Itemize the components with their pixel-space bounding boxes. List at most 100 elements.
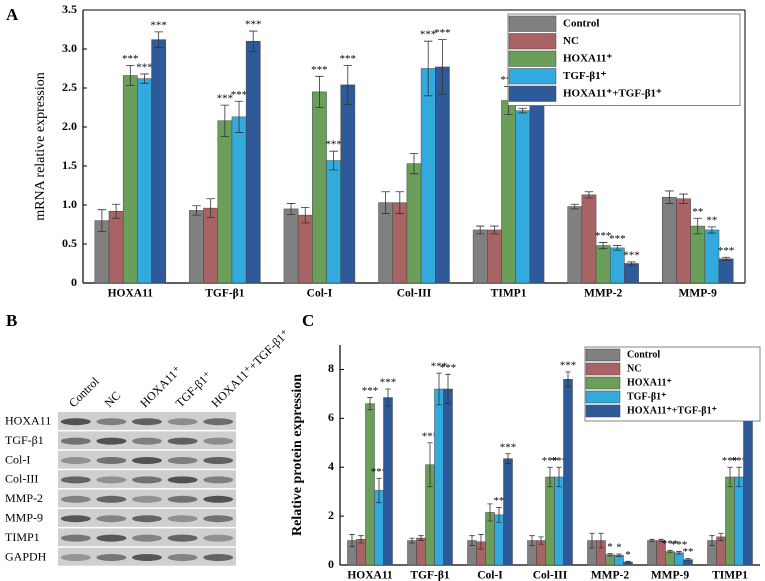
legend-label: HOXA11⁺ (563, 52, 612, 64)
error-bar (248, 30, 258, 52)
bar (665, 551, 675, 566)
legend-swatch (585, 348, 621, 362)
protein-label: Col-III (5, 472, 38, 486)
blot-band (60, 515, 91, 523)
significance-label: *** (217, 93, 234, 105)
error-bar (423, 40, 433, 97)
bar (122, 75, 138, 284)
y-tick-label: 0 (328, 557, 334, 571)
error-bar (538, 536, 544, 545)
significance-label: ** (683, 546, 694, 558)
significance-label: *** (440, 362, 457, 374)
significance-label: *** (542, 455, 559, 467)
bar (189, 210, 204, 284)
blot-band (132, 418, 162, 426)
blot-band (203, 554, 234, 561)
bar (407, 540, 417, 566)
legend-swatch (585, 362, 621, 376)
legend-swatch (585, 376, 621, 390)
y-tick-label: 3.0 (62, 41, 77, 55)
y-tick-label: 4 (328, 459, 334, 473)
error-bar (367, 397, 373, 411)
error-bar (707, 226, 717, 234)
x-tick-label: TIMP1 (491, 288, 527, 300)
error-bar (445, 373, 451, 405)
blot-band (132, 515, 162, 523)
significance-label: *** (434, 27, 451, 39)
error-bar (667, 549, 673, 554)
legend-label: HOXA11⁺+TGF-β1⁺ (627, 405, 717, 416)
significance-label: *** (136, 61, 153, 73)
error-bar (547, 466, 553, 488)
error-bar (518, 107, 528, 114)
bar (108, 210, 124, 284)
error-bar (505, 453, 511, 464)
protein-label: TGF-β1 (5, 433, 44, 447)
bar (690, 225, 706, 284)
lane-label: NC (102, 388, 124, 410)
error-bar (343, 64, 353, 105)
bar (420, 68, 436, 284)
error-bar (496, 507, 502, 523)
bar (217, 120, 233, 284)
significance-label: * (607, 541, 613, 553)
bar (501, 100, 516, 284)
blot-band (132, 457, 162, 464)
legend-label: Control (627, 349, 660, 360)
error-bar (649, 538, 655, 543)
x-tick-label: Col-I (307, 288, 333, 300)
significance-label: * (625, 549, 631, 561)
error-bar (469, 535, 475, 546)
significance-label: *** (671, 539, 688, 551)
significance-label: *** (325, 139, 342, 151)
error-bar (395, 191, 405, 214)
blot-band (96, 457, 127, 464)
error-bar (97, 209, 107, 232)
protein-label: GAPDH (5, 549, 47, 563)
error-bar (736, 466, 742, 488)
significance-label: *** (731, 455, 748, 467)
error-bar (436, 372, 442, 406)
error-bar (206, 198, 215, 218)
bar (563, 378, 573, 566)
bar (554, 476, 564, 566)
error-bar (607, 553, 613, 557)
error-bar (529, 535, 535, 546)
bar (503, 458, 513, 566)
error-bar (381, 191, 390, 214)
error-bar (598, 532, 604, 549)
error-bar (349, 534, 355, 548)
bar (716, 536, 726, 566)
panel-label: B (6, 311, 17, 330)
panel-label: A (6, 5, 19, 24)
lane-label: HOXA11⁺+TGF-β1⁺ (208, 326, 292, 410)
bar (734, 476, 744, 566)
error-bar (685, 558, 691, 562)
error-bar (376, 477, 382, 504)
x-tick-label: MMP-9 (679, 288, 718, 300)
blot-band (96, 476, 127, 484)
bar (435, 66, 450, 284)
error-bar (220, 104, 230, 137)
significance-label: ** (692, 206, 703, 218)
bar (326, 160, 341, 284)
bar (743, 399, 753, 566)
bar (662, 196, 677, 284)
blot-band (132, 437, 162, 445)
significance-label: *** (431, 361, 448, 373)
error-bar (418, 535, 424, 541)
error-bar (300, 206, 310, 224)
error-bar (140, 73, 149, 84)
bar (595, 245, 611, 284)
error-bar (478, 534, 484, 550)
y-tick-label: 2.5 (62, 80, 77, 94)
x-tick-label: TIMP1 (712, 570, 748, 581)
error-bar (584, 191, 594, 199)
error-bar (665, 190, 674, 204)
blot-band (167, 418, 198, 426)
error-bar (676, 551, 682, 555)
legend-swatch (585, 404, 621, 418)
error-bar (616, 553, 622, 557)
error-bar (409, 153, 419, 175)
blot-band (203, 437, 234, 445)
